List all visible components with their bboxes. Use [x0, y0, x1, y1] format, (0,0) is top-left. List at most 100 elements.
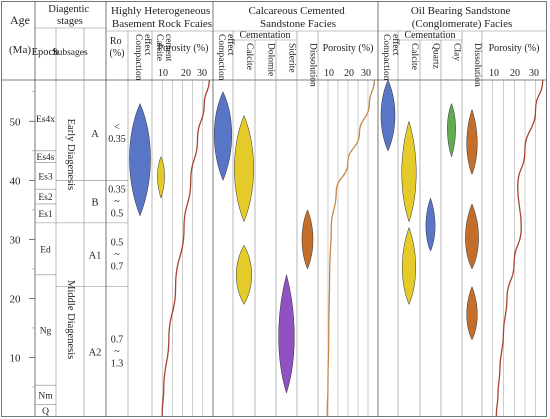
- f1-col-calcite-cement-line1: Calcite: [154, 34, 164, 61]
- f2-col-siderite: Siderite: [287, 43, 297, 73]
- strata-label-Ed: Ed: [40, 245, 51, 255]
- porosity-curve-1: [161, 79, 210, 417]
- event-compaction-effect-lens: [380, 79, 396, 152]
- f3-porosity-tick-30: 30: [529, 68, 539, 79]
- facies2-porosity-label: Porosity (%): [323, 43, 374, 54]
- ro-value-3-line1: 0.7: [111, 335, 124, 346]
- subsage-label-B: B: [91, 198, 98, 209]
- f2-col-compaction-effect-line2: effect: [225, 34, 236, 56]
- f3-col-compaction-effect-line1: Compaction: [381, 34, 391, 81]
- porosity-curve-2: [326, 79, 375, 417]
- subsage-label-A2: A2: [89, 348, 102, 359]
- event-calcite-lens: [234, 114, 254, 223]
- strata-label-Es4x: Es4x: [36, 115, 55, 125]
- event-quartz-lens: [425, 197, 436, 252]
- f3-porosity-tick-20: 20: [510, 68, 520, 79]
- facies2-cementation-label: Cementation: [239, 30, 290, 41]
- process-events: [129, 79, 479, 394]
- f2-porosity-tick-10: 10: [324, 68, 334, 79]
- strata-label-Es1: Es1: [38, 210, 53, 220]
- ro-value-1-line3: 0.5: [111, 209, 124, 220]
- f1-col-calcite-cement-line2: cement: [163, 34, 173, 62]
- ro-value-0-line2: 0.35: [108, 134, 126, 145]
- epoch-label-1: Middle Diagenesis: [65, 280, 76, 359]
- epoch-header: Epoch: [32, 47, 60, 58]
- event-calcite-lens: [236, 244, 252, 305]
- ro-value-2-line1: 0.5: [111, 238, 124, 249]
- porosity-ticks: 10 20 30 10 20 30 10 20 30: [158, 68, 539, 79]
- f3-porosity-tick-10: 10: [489, 68, 499, 79]
- event-dissolution-lens: [466, 285, 478, 341]
- event-dissolution-lens: [466, 108, 478, 176]
- ro-value-3-line2: ~: [114, 347, 120, 358]
- subsages-header: Subsages: [52, 48, 88, 58]
- age-tick-40: 40: [10, 175, 22, 187]
- facies2-title-line1: Calcareous Cemented: [249, 5, 346, 17]
- f3-col-quartz: Quartz: [431, 43, 441, 69]
- f2-col-compaction-effect-line1: Compaction: [216, 34, 226, 81]
- facies2-title: Calcareous Cemented Sandstone Facies: [249, 5, 348, 30]
- facies1-title-line1: Highly Heterogeneous: [111, 5, 210, 17]
- f3-col-compaction-effect-line2: effect: [390, 34, 401, 56]
- facies3-title-line2: (Conglomerate) Facies: [412, 18, 513, 30]
- f1-porosity-tick-20: 20: [181, 68, 191, 79]
- facies3-title-line1: Oil Bearing Sandstone: [411, 5, 511, 17]
- ro-header: Ro (%): [110, 36, 125, 59]
- f3-col-dissolution: Dissolution: [472, 43, 482, 87]
- facies3-porosity-label: Porosity (%): [489, 43, 540, 54]
- age-tick-50: 50: [10, 116, 22, 128]
- event-calcite-lens: [401, 120, 417, 223]
- ma-header: (Ma): [9, 44, 31, 56]
- strata-label-Es3: Es3: [38, 172, 53, 182]
- f2-porosity-tick-20: 20: [344, 68, 354, 79]
- event-calcite-lens: [402, 226, 416, 305]
- age-header: Age: [10, 13, 30, 27]
- facies1-porosity-label: Porosity (%): [158, 43, 209, 54]
- event-compaction-effect-lens: [129, 102, 151, 217]
- porosity-gridlines: [161, 80, 536, 417]
- f1-col-compaction-effect-line2: effect: [142, 34, 153, 56]
- age-tick-20: 20: [10, 293, 22, 305]
- age-tick-10: 10: [10, 352, 22, 364]
- vertical-column-headers: Compaction effect Calcite cement Compaction e…: [133, 34, 482, 87]
- stages-columns: Early Diagenesis Middle Diagenesis A B A1 A2 <…: [56, 119, 128, 370]
- f2-porosity-tick-30: 30: [361, 68, 371, 79]
- event-dissolution-lens: [465, 203, 479, 270]
- facies1-title-line2: Basement Rock Fcaies: [112, 18, 212, 30]
- f3-col-calcite: Calcite: [409, 43, 419, 70]
- strata-label-Nm: Nm: [38, 391, 53, 401]
- strata-label-Q: Q: [42, 407, 49, 417]
- f3-col-clay: Clay: [452, 43, 462, 61]
- event-compaction-effect-lens: [213, 91, 233, 182]
- f2-col-dissolution: Dissolution: [308, 43, 318, 87]
- event-calcite-cement-lens: [157, 156, 165, 199]
- age-tick-30: 30: [10, 234, 22, 246]
- diagenetic-stages-line2: stages: [57, 16, 83, 27]
- age-axis: 10 20 30 40 50: [10, 91, 35, 388]
- f2-col-calcite: Calcite: [244, 43, 254, 70]
- facies2-title-line2: Sandstone Facies: [260, 18, 336, 30]
- epoch-label-0: Early Diagenesis: [65, 119, 76, 190]
- subsage-label-A1: A1: [89, 251, 102, 262]
- porosity-curves: [161, 79, 544, 417]
- ro-value-3-line3: 1.3: [111, 359, 124, 370]
- f2-col-dolomie: Dolomie: [266, 43, 276, 76]
- f1-col-compaction-effect-line1: Compaction: [133, 34, 143, 81]
- diagenetic-stages-header: Diagentic stages: [48, 4, 91, 27]
- ro-value-2-line2: ~: [114, 250, 120, 261]
- f1-porosity-tick-30: 30: [197, 68, 207, 79]
- event-siderite-lens: [278, 273, 295, 394]
- facies3-cementation-label: Cementation: [404, 30, 455, 41]
- ro-value-1-line2: ~: [114, 197, 120, 208]
- diagenetic-stages-line1: Diagentic: [48, 4, 89, 15]
- ro-value-1-line1: 0.35: [108, 185, 126, 196]
- strata-column: Es4x Es4s Es3 Es2 Es1 Ed Ng Nm Q: [35, 115, 56, 417]
- ro-header-line2: (%): [110, 48, 125, 59]
- subsage-label-A: A: [91, 129, 99, 140]
- facies1-title: Highly Heterogeneous Basement Rock Fcaie…: [111, 5, 213, 30]
- porosity-curve-3: [495, 79, 544, 417]
- ro-value-0-line1: <: [114, 122, 120, 133]
- event-clay-lens: [447, 102, 456, 158]
